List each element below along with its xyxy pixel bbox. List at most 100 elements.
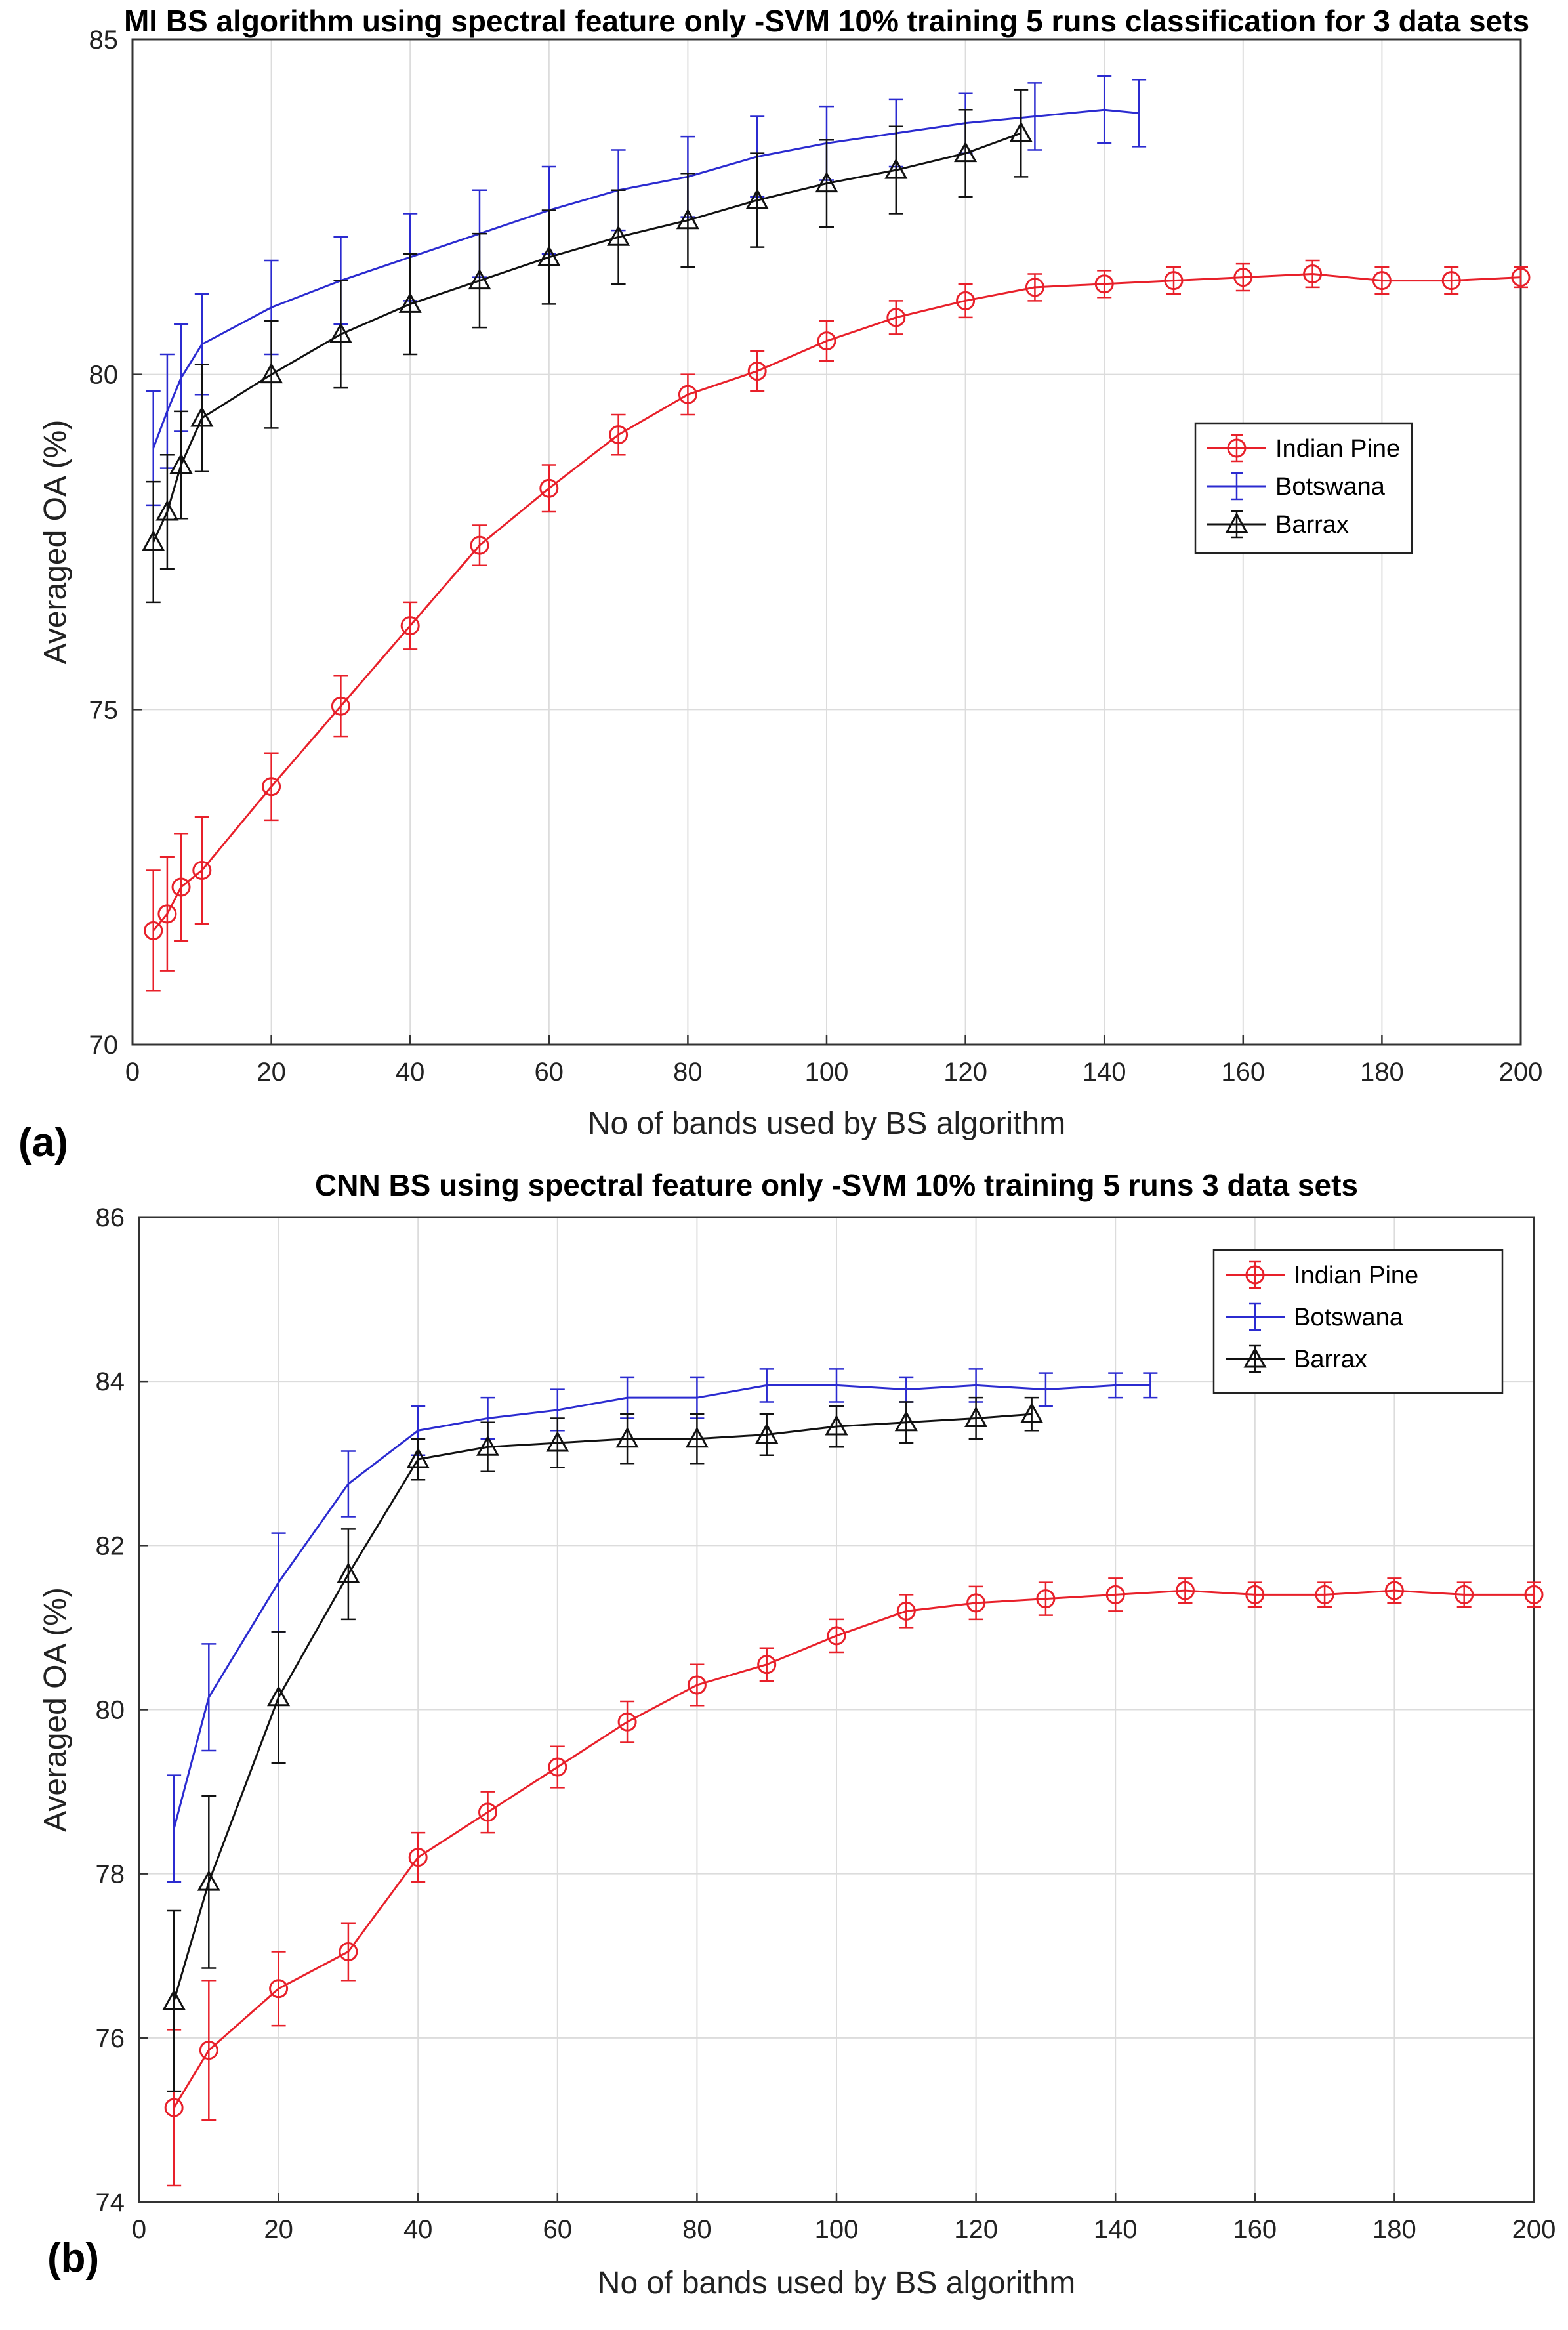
series-line (152, 108, 1140, 449)
data-point (1524, 1585, 1544, 1604)
y-tick-label: 80 (89, 361, 119, 390)
x-tick-label: 140 (1083, 1058, 1126, 1087)
legend-marker (1225, 512, 1248, 533)
data-point (171, 877, 191, 897)
x-tick-label: 80 (673, 1058, 703, 1087)
data-point (1455, 1585, 1474, 1604)
y-tick-label: 76 (96, 2024, 125, 2053)
series-indian-pine (164, 1577, 1544, 2187)
data-point (1372, 271, 1392, 291)
panel-label: (b) (47, 2236, 99, 2281)
data-point (617, 1712, 637, 1732)
data-point (1176, 1581, 1195, 1600)
data-point (1020, 1402, 1044, 1423)
data-point (747, 362, 767, 381)
data-point (197, 1870, 220, 1891)
data-point (476, 1435, 500, 1456)
series-barrax (142, 89, 1033, 604)
legend-label: Botswana (1294, 1304, 1404, 1331)
x-tick-label: 160 (1233, 2215, 1277, 2244)
data-point (956, 291, 976, 310)
y-axis-label: Averaged OA (%) (38, 1587, 73, 1832)
data-point (190, 406, 214, 427)
data-point (269, 1979, 289, 1999)
data-point (329, 322, 352, 343)
chart-title: MI BS algorithm using spectral feature o… (124, 4, 1529, 38)
data-point (1105, 1585, 1125, 1604)
data-point (1245, 1585, 1265, 1604)
y-tick-label: 78 (96, 1860, 125, 1889)
data-point (157, 904, 177, 924)
data-point (1164, 271, 1184, 291)
data-point (539, 478, 559, 498)
x-tick-label: 100 (815, 2215, 859, 2244)
x-tick-label: 80 (682, 2215, 712, 2244)
data-point (825, 1414, 848, 1436)
x-tick-label: 60 (535, 1058, 564, 1087)
data-point (815, 171, 838, 193)
y-tick-label: 74 (96, 2188, 125, 2217)
data-point (199, 2041, 218, 2060)
chart-panel-2: 0 20 40 60 80 100 120 140 160 180 200 74 76 78 80 82 84 8… (38, 1168, 1556, 2300)
y-axis-label: Averaged OA (%) (38, 420, 73, 665)
series-barrax (162, 1396, 1044, 2092)
data-point (1511, 268, 1531, 287)
data-point (607, 225, 630, 246)
legend-label: Barrax (1275, 511, 1349, 539)
y-tick-label: 84 (96, 1367, 125, 1396)
data-point (1233, 268, 1253, 287)
x-tick-label: 180 (1360, 1058, 1404, 1087)
data-point (470, 535, 489, 555)
legend-marker (1243, 1346, 1267, 1368)
legend-box (1212, 1249, 1504, 1394)
legend: Indian Pine Botswana Barrax (1212, 1249, 1504, 1394)
data-point (745, 188, 769, 209)
data-point (546, 1430, 569, 1452)
chart-title: CNN BS using spectral feature only -SVM … (315, 1168, 1358, 1202)
x-tick-label: 0 (125, 1058, 140, 1087)
data-point (894, 1410, 918, 1432)
series-line (152, 132, 1021, 543)
legend-label: Barrax (1294, 1346, 1367, 1373)
y-tick-label: 80 (96, 1696, 125, 1725)
series-botswana (167, 1368, 1158, 1883)
data-point (1303, 264, 1323, 283)
legend-marker (1227, 438, 1247, 458)
data-point (468, 268, 491, 290)
legend-label: Botswana (1275, 473, 1386, 501)
panel-label: (a) (18, 1120, 68, 1165)
data-point (400, 616, 420, 636)
data-point (1315, 1585, 1334, 1604)
data-point (142, 530, 165, 551)
data-point (755, 1423, 779, 1444)
data-point (966, 1593, 986, 1613)
data-point (339, 1942, 358, 1961)
x-tick-label: 160 (1221, 1058, 1265, 1087)
x-tick-label: 180 (1372, 2215, 1416, 2244)
x-tick-label: 200 (1512, 2215, 1556, 2244)
data-point (954, 141, 978, 163)
x-tick-label: 60 (543, 2215, 573, 2244)
data-point (144, 921, 163, 940)
y-tick-label: 75 (89, 696, 119, 724)
data-point (169, 453, 193, 474)
data-point (548, 1757, 567, 1777)
data-point (478, 1802, 497, 1822)
data-point (260, 362, 283, 384)
data-point (817, 331, 836, 351)
data-point (398, 292, 422, 313)
data-point (884, 158, 908, 179)
data-point (609, 425, 629, 445)
data-point (886, 308, 906, 327)
series-line (173, 1384, 1151, 1829)
x-tick-label: 0 (132, 2215, 146, 2244)
data-point (262, 777, 281, 797)
x-tick-label: 120 (954, 2215, 998, 2244)
legend-label: Indian Pine (1294, 1262, 1418, 1289)
data-point (408, 1848, 428, 1867)
y-tick-label: 82 (96, 1531, 125, 1560)
data-point (192, 860, 212, 880)
legend-marker (1245, 1265, 1265, 1285)
data-point (1025, 278, 1044, 297)
